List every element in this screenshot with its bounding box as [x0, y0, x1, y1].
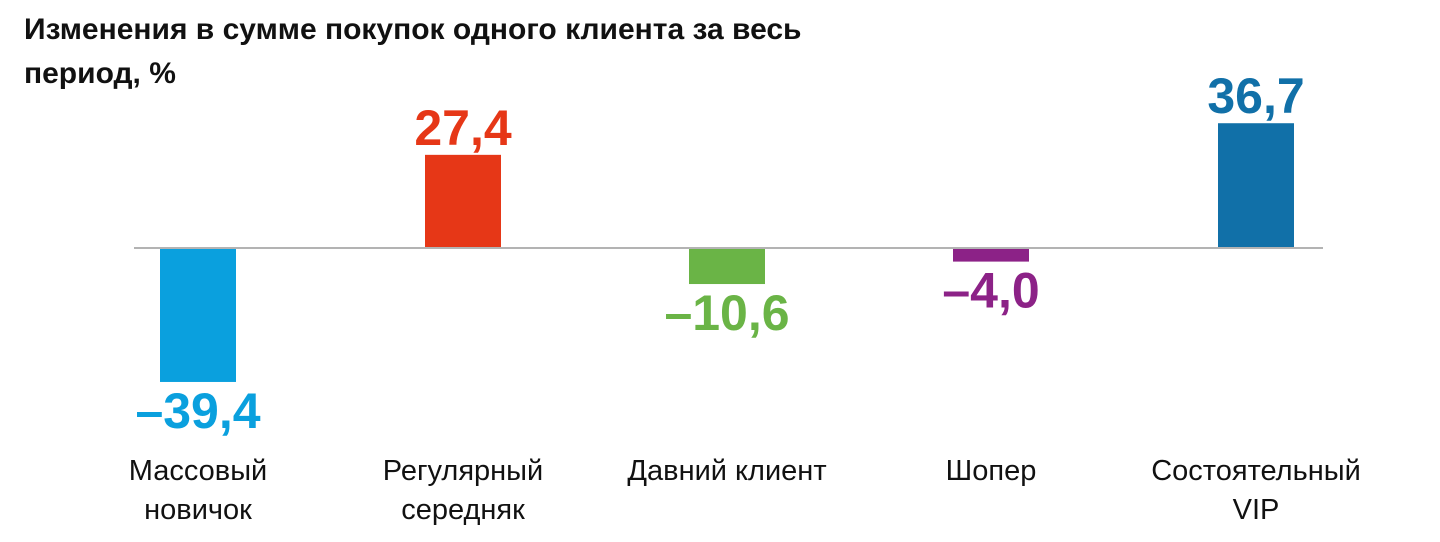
data-label-3: –10,6 [664, 285, 789, 341]
category-label-4: Шопер [946, 455, 1037, 487]
category-label-5: Состоятельный VIP [1151, 455, 1361, 526]
bar-2 [425, 154, 501, 248]
bar-1 [160, 248, 236, 382]
data-label-5: 36,7 [1207, 68, 1304, 124]
bar-5 [1218, 123, 1294, 248]
data-label-1: –39,4 [135, 383, 260, 439]
data-label-2: 27,4 [414, 100, 512, 156]
category-label-2: Регулярный середняк [383, 455, 543, 526]
bar-4 [953, 248, 1029, 262]
bar-3 [689, 248, 765, 285]
chart-title: Изменения в сумме покупок одного клиента… [24, 13, 802, 90]
category-label-3: Давний клиент [627, 455, 826, 487]
data-label-4: –4,0 [942, 263, 1039, 319]
category-label-1: Массовый новичок [129, 455, 268, 526]
